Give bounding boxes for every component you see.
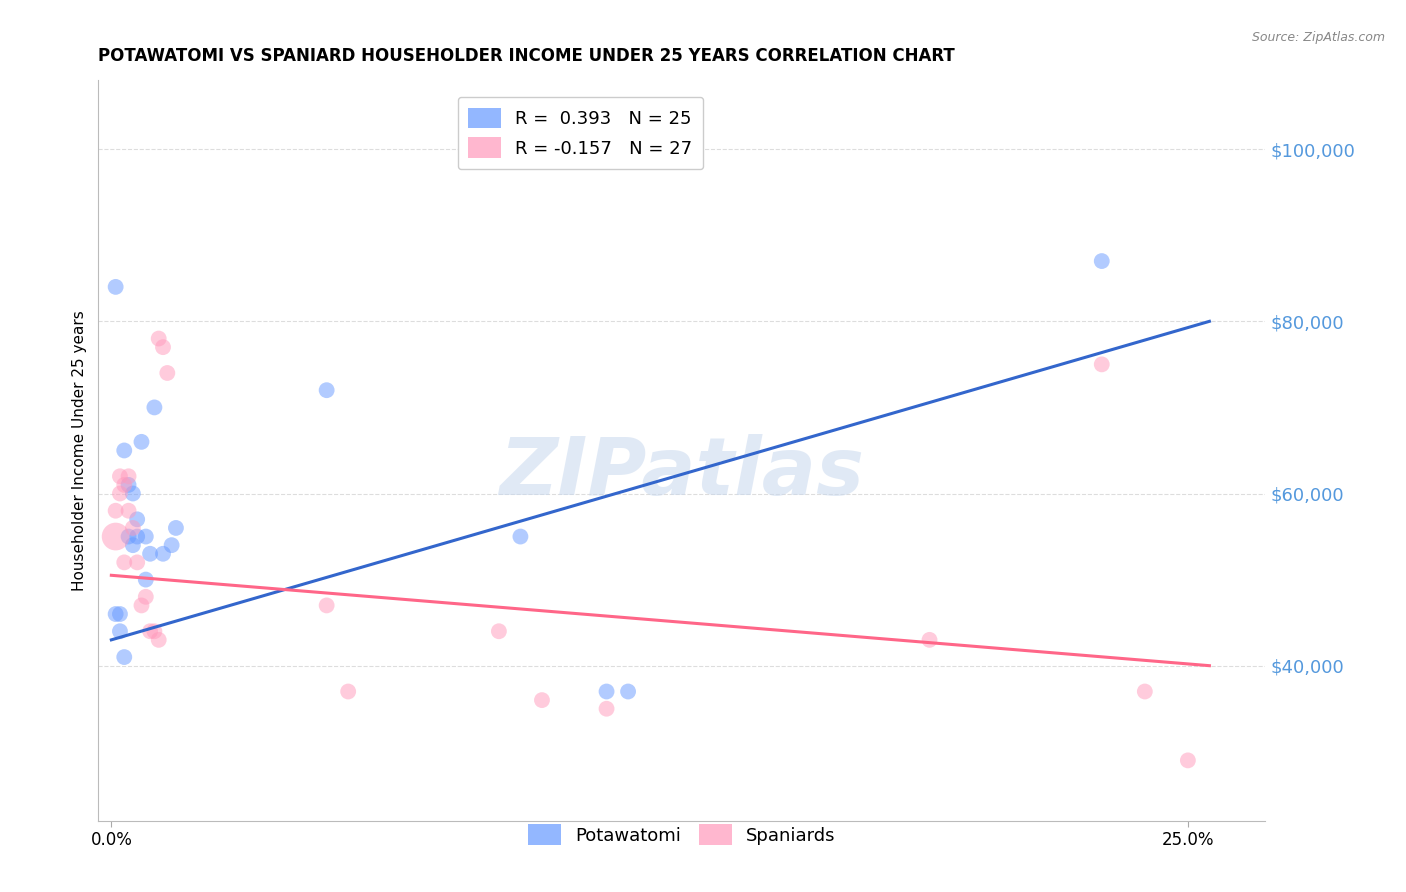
Point bbox=[1091, 254, 1114, 268]
Point bbox=[135, 573, 157, 587]
Point bbox=[112, 650, 135, 665]
Point bbox=[117, 504, 139, 518]
Point bbox=[152, 340, 174, 354]
Point bbox=[1091, 357, 1114, 371]
Point bbox=[315, 383, 337, 397]
Y-axis label: Householder Income Under 25 years: Householder Income Under 25 years bbox=[72, 310, 87, 591]
Point bbox=[122, 538, 145, 552]
Point bbox=[117, 530, 139, 544]
Point bbox=[108, 624, 131, 639]
Point bbox=[1133, 684, 1156, 698]
Point bbox=[135, 590, 157, 604]
Point bbox=[148, 632, 170, 647]
Point bbox=[488, 624, 510, 639]
Point bbox=[595, 702, 617, 716]
Point bbox=[337, 684, 360, 698]
Text: Source: ZipAtlas.com: Source: ZipAtlas.com bbox=[1251, 31, 1385, 45]
Point bbox=[1177, 753, 1199, 767]
Point bbox=[117, 478, 139, 492]
Point bbox=[509, 530, 531, 544]
Point bbox=[143, 624, 166, 639]
Legend: Potawatomi, Spaniards: Potawatomi, Spaniards bbox=[522, 817, 842, 853]
Point bbox=[152, 547, 174, 561]
Point bbox=[104, 504, 127, 518]
Point bbox=[122, 486, 145, 500]
Point bbox=[315, 599, 337, 613]
Point bbox=[156, 366, 179, 380]
Point bbox=[104, 530, 127, 544]
Point bbox=[112, 478, 135, 492]
Point bbox=[530, 693, 553, 707]
Point bbox=[918, 632, 941, 647]
Point bbox=[595, 684, 617, 698]
Point bbox=[127, 555, 149, 569]
Point bbox=[139, 547, 162, 561]
Point bbox=[108, 607, 131, 621]
Point bbox=[108, 469, 131, 483]
Point bbox=[112, 443, 135, 458]
Point bbox=[104, 280, 127, 294]
Point bbox=[104, 607, 127, 621]
Point bbox=[148, 332, 170, 346]
Point bbox=[127, 530, 149, 544]
Point bbox=[160, 538, 183, 552]
Point bbox=[117, 469, 139, 483]
Text: POTAWATOMI VS SPANIARD HOUSEHOLDER INCOME UNDER 25 YEARS CORRELATION CHART: POTAWATOMI VS SPANIARD HOUSEHOLDER INCOM… bbox=[98, 47, 955, 65]
Point bbox=[165, 521, 187, 535]
Point bbox=[108, 486, 131, 500]
Point bbox=[131, 599, 153, 613]
Point bbox=[617, 684, 640, 698]
Point bbox=[122, 521, 145, 535]
Point bbox=[143, 401, 166, 415]
Point bbox=[131, 434, 153, 449]
Point bbox=[112, 555, 135, 569]
Point bbox=[127, 512, 149, 526]
Point bbox=[139, 624, 162, 639]
Point bbox=[135, 530, 157, 544]
Text: ZIPatlas: ZIPatlas bbox=[499, 434, 865, 512]
